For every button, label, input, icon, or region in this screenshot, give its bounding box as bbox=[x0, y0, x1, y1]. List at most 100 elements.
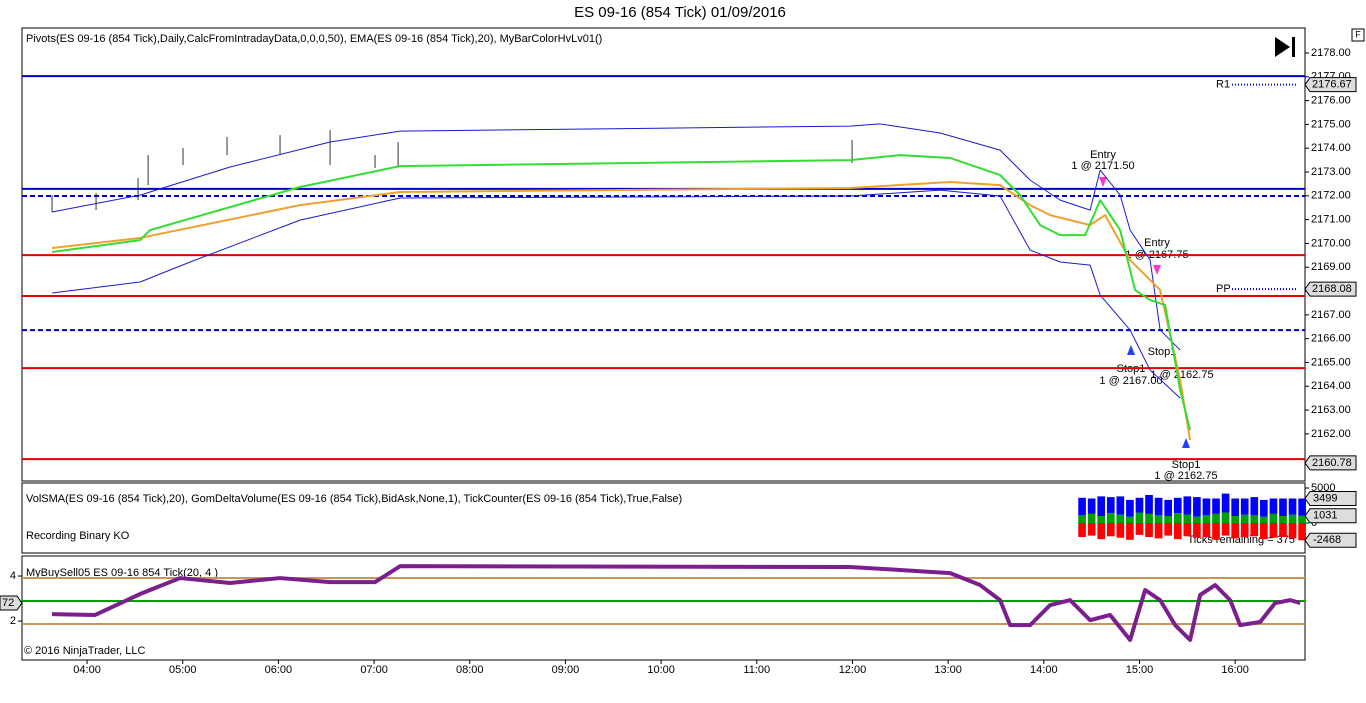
annotation: Stop1 bbox=[1172, 459, 1201, 471]
volume-bar bbox=[1126, 516, 1134, 523]
volume-bar bbox=[1250, 522, 1259, 537]
volume-bar bbox=[1154, 515, 1163, 523]
x-tick-label: 15:00 bbox=[1126, 664, 1154, 676]
x-tick-label: 09:00 bbox=[552, 664, 580, 676]
volume-bar bbox=[1183, 496, 1192, 515]
volume-bar bbox=[1288, 514, 1297, 523]
y-tick-label: 2165.00 bbox=[1311, 356, 1351, 368]
y-tick-label: 2174.00 bbox=[1311, 142, 1351, 154]
volume-bar bbox=[1298, 522, 1306, 541]
value-tag bbox=[1304, 532, 1357, 548]
volume-bar bbox=[1164, 499, 1173, 516]
series-line bbox=[51, 181, 1192, 441]
volume-bar bbox=[1087, 522, 1096, 536]
volume-bar bbox=[1183, 522, 1192, 537]
volume-bar bbox=[1260, 499, 1268, 517]
volume-bar bbox=[1164, 522, 1173, 536]
volume-bar bbox=[1193, 522, 1201, 538]
y-tick-label: 2173.00 bbox=[1311, 166, 1351, 178]
go-to-end[interactable] bbox=[1275, 37, 1295, 57]
volume-bar bbox=[1202, 515, 1211, 523]
stop-marker bbox=[1127, 345, 1135, 355]
osc-indicator-label: MyBuySell05 ES 09-16 854 Tick(20, 4 ) bbox=[26, 567, 218, 579]
volume-bar bbox=[1078, 515, 1086, 523]
indicator-panel bbox=[21, 555, 1306, 661]
x-tick-label: 16:00 bbox=[1221, 664, 1249, 676]
y-tick-label: 2178.00 bbox=[1311, 47, 1351, 59]
y-tick-label: 2166.00 bbox=[1311, 333, 1351, 345]
volume-bar bbox=[1240, 522, 1249, 537]
volume-bar bbox=[1106, 522, 1115, 537]
last-price-tag bbox=[1304, 455, 1357, 471]
copyright: © 2016 NinjaTrader, LLC bbox=[24, 645, 145, 657]
y-tick-label: 2 bbox=[10, 615, 16, 627]
y-tick-label: 2164.00 bbox=[1311, 380, 1351, 392]
volume-note: Recording Binary KO bbox=[26, 530, 130, 542]
value-tag-label: -2468 bbox=[1313, 534, 1341, 546]
volume-bar bbox=[1240, 514, 1249, 523]
volume-bar bbox=[1126, 499, 1134, 517]
volume-bar bbox=[1298, 515, 1306, 523]
pivot-name: PP bbox=[1216, 283, 1231, 295]
y-tick-label: 2172.00 bbox=[1311, 190, 1351, 202]
volume-bar bbox=[1269, 513, 1278, 523]
volume-bar bbox=[1116, 522, 1125, 538]
volume-bar bbox=[1145, 522, 1153, 537]
series-line bbox=[51, 189, 1181, 399]
f-label: F bbox=[1355, 29, 1361, 39]
y-tick-label: 2169.00 bbox=[1311, 261, 1351, 273]
volume-bar bbox=[1135, 522, 1144, 535]
x-tick-label: 06:00 bbox=[265, 664, 293, 676]
volume-bar bbox=[1145, 513, 1153, 523]
volume-bar bbox=[1078, 522, 1086, 537]
annotation: 1 @ 2162.75 bbox=[1150, 369, 1213, 381]
volume-bar bbox=[1106, 497, 1115, 514]
volume-bar bbox=[1269, 522, 1278, 538]
play-icon bbox=[1275, 37, 1290, 57]
volume-bar bbox=[1250, 515, 1259, 523]
value-tag bbox=[1304, 508, 1357, 524]
volume-bar bbox=[1173, 513, 1182, 523]
volume-bar bbox=[1078, 497, 1086, 516]
stop-marker bbox=[1182, 438, 1190, 448]
volume-bar bbox=[1231, 498, 1239, 516]
value-tag bbox=[1304, 491, 1357, 507]
osc-tag bbox=[0, 595, 23, 611]
volume-bar bbox=[1279, 498, 1287, 516]
volume-bar bbox=[1164, 515, 1173, 523]
volume-bar bbox=[1135, 497, 1144, 513]
last-price-label: 2160.78 bbox=[1312, 457, 1352, 469]
entry-marker bbox=[1099, 177, 1107, 187]
value-tag-label: 1031 bbox=[1313, 510, 1337, 522]
osc-tag-label: 72 bbox=[2, 597, 14, 609]
volume-bar bbox=[1106, 513, 1115, 523]
y-tick-label: 2171.00 bbox=[1311, 214, 1351, 226]
volume-bar bbox=[1212, 522, 1220, 540]
price-tag bbox=[1304, 281, 1357, 297]
annotation: 1 @ 2171.50 bbox=[1071, 160, 1134, 172]
x-tick-label: 08:00 bbox=[456, 664, 484, 676]
price-indicator-label: Pivots(ES 09-16 (854 Tick),Daily,CalcFro… bbox=[26, 33, 602, 45]
pivot-name: R1 bbox=[1216, 79, 1230, 91]
volume-bar bbox=[1145, 494, 1153, 514]
series-line bbox=[51, 123, 1181, 351]
y-tick-label: 2162.00 bbox=[1311, 428, 1351, 440]
volume-bar bbox=[1221, 493, 1230, 513]
volume-bar bbox=[1097, 496, 1106, 516]
volume-indicator-label: VolSMA(ES 09-16 (854 Tick),20), GomDelta… bbox=[26, 493, 682, 505]
y-tick-label: 2163.00 bbox=[1311, 404, 1351, 416]
x-tick-label: 10:00 bbox=[647, 664, 675, 676]
volume-bar bbox=[1231, 515, 1239, 523]
volume-bar bbox=[1279, 522, 1287, 537]
volume-bar bbox=[1221, 522, 1230, 536]
f-button[interactable] bbox=[1351, 28, 1365, 42]
series-line bbox=[52, 564, 1301, 642]
annotation: 1 @ 2167.00 bbox=[1099, 375, 1162, 387]
y-tick-label: 5000 bbox=[1311, 482, 1335, 494]
x-tick-label: 05:00 bbox=[169, 664, 197, 676]
volume-bar bbox=[1212, 498, 1220, 514]
volume-bar bbox=[1116, 496, 1125, 515]
volume-bar bbox=[1097, 515, 1106, 523]
volume-bar bbox=[1212, 513, 1220, 523]
